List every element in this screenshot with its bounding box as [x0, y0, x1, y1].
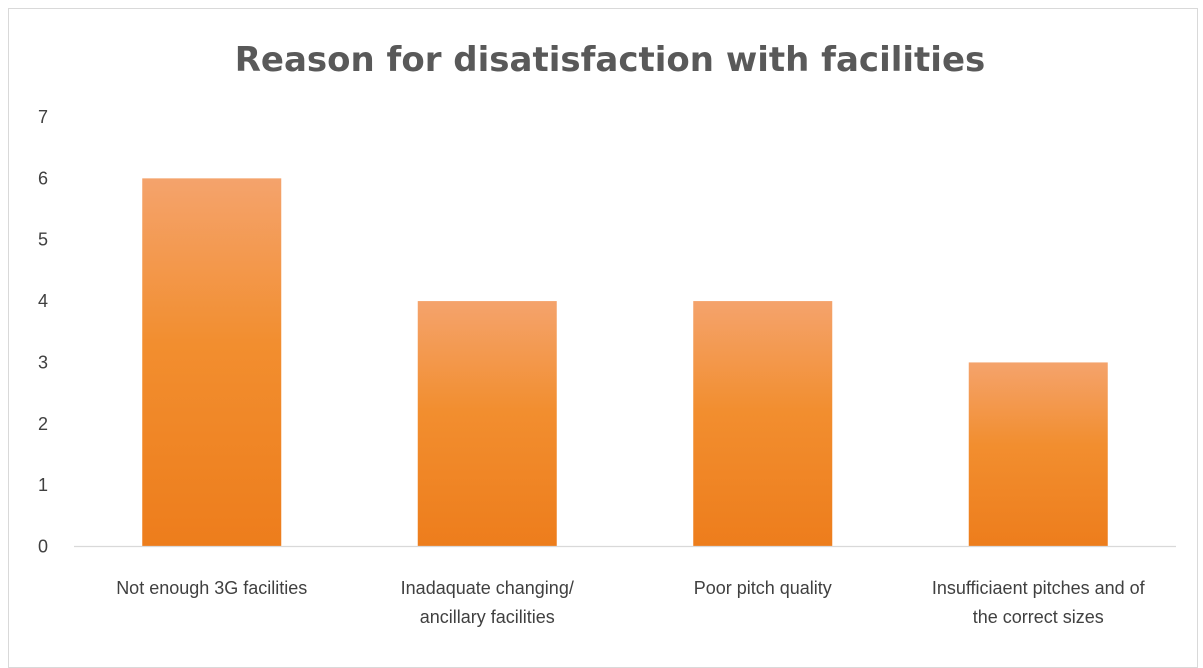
y-tick-label: 2	[38, 414, 48, 434]
x-category-label: Not enough 3G facilities	[116, 578, 307, 598]
x-category-label: Insufficiaent pitches and of the correct …	[932, 578, 1146, 627]
x-category-label-line: Poor pitch quality	[694, 578, 832, 598]
x-axis-category-labels: Not enough 3G facilities Inadaquate chang…	[116, 578, 1145, 627]
x-category-label-line: the correct sizes	[973, 607, 1104, 627]
y-tick-label: 4	[38, 291, 48, 311]
x-category-label-line: ancillary facilities	[420, 607, 555, 627]
bars-group	[142, 178, 1108, 547]
bar	[417, 301, 557, 547]
x-category-label-line: Not enough 3G facilities	[116, 578, 307, 598]
x-category-label: Poor pitch quality	[694, 578, 832, 598]
bar	[693, 301, 833, 547]
y-tick-label: 5	[38, 230, 48, 250]
bar-chart: Reason for disatisfaction with facilitie…	[38, 40, 1176, 627]
y-tick-label: 3	[38, 352, 48, 372]
bar	[142, 178, 282, 547]
x-category-label: Inadaquate changing/ancillary facilities	[401, 578, 574, 627]
y-tick-label: 1	[38, 475, 48, 495]
y-tick-label: 0	[38, 537, 48, 557]
bar	[968, 362, 1108, 547]
y-tick-label: 7	[38, 107, 48, 127]
x-category-label-line: Insufficiaent pitches and of	[932, 578, 1146, 598]
y-tick-label: 6	[38, 168, 48, 188]
x-category-label-line: Inadaquate changing/	[401, 578, 574, 598]
y-axis-tick-labels: 0 1 2 3 4 5 6 7	[38, 107, 48, 557]
chart-title: Reason for disatisfaction with facilitie…	[235, 40, 986, 80]
